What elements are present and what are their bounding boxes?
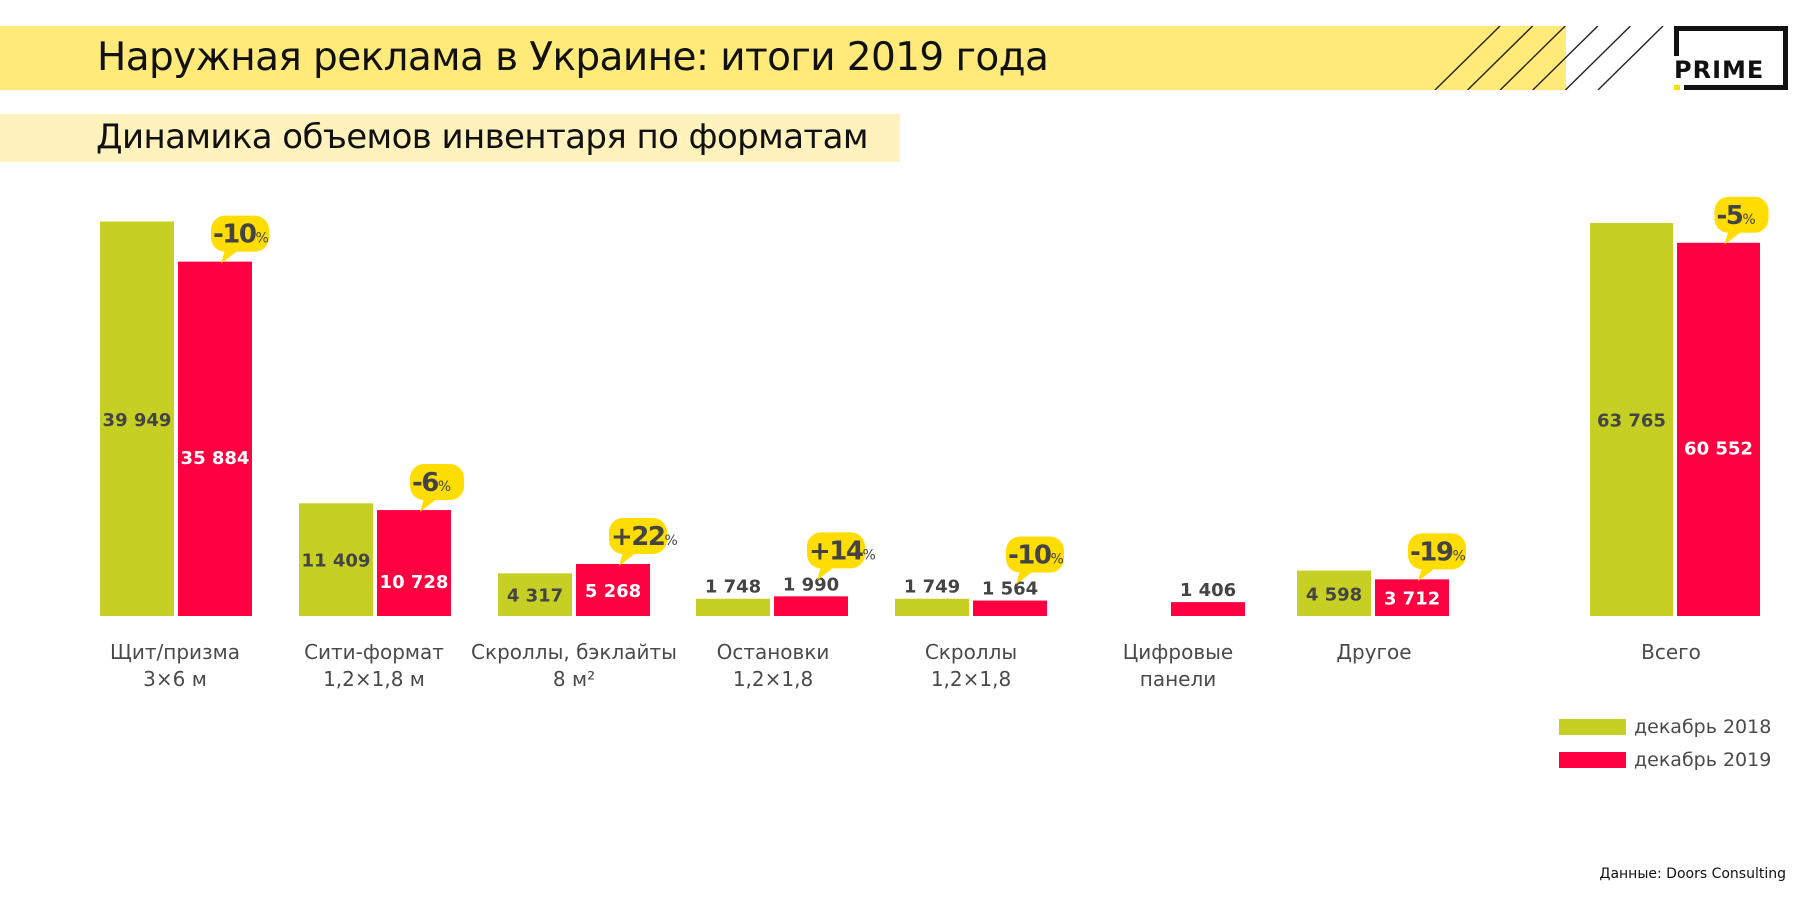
change-label: -5% bbox=[1717, 201, 1756, 231]
value-label: 4 598 bbox=[1306, 584, 1362, 605]
stripe-line bbox=[1597, 26, 1664, 90]
category-label: Остановки bbox=[717, 640, 830, 664]
bar-2019 bbox=[1375, 579, 1449, 616]
badge-tail bbox=[619, 551, 637, 566]
stripe-line bbox=[1532, 26, 1599, 90]
bar-2019 bbox=[377, 510, 451, 616]
bar-2019 bbox=[1171, 602, 1245, 616]
bar-2019 bbox=[973, 600, 1047, 616]
bar-2019 bbox=[178, 261, 252, 616]
value-label: 63 765 bbox=[1597, 411, 1666, 432]
legend-swatch-2018 bbox=[1559, 718, 1626, 735]
bar-2018 bbox=[696, 598, 770, 616]
value-label: 1 564 bbox=[982, 579, 1038, 600]
bar-2018 bbox=[1297, 570, 1371, 616]
change-badge: +14% bbox=[807, 532, 876, 581]
change-label: +22% bbox=[611, 522, 678, 552]
category-label: Скроллы, бэклайты bbox=[471, 640, 677, 664]
badge-tail bbox=[817, 566, 835, 581]
chart-subtitle: Динамика объемов инвентаря по форматам bbox=[96, 117, 869, 157]
value-label: 5 268 bbox=[585, 581, 641, 602]
change-badge: -19% bbox=[1408, 533, 1466, 582]
category-label: Сити-формат bbox=[304, 640, 444, 664]
value-label: 4 317 bbox=[507, 586, 563, 607]
bar-2018 bbox=[299, 503, 373, 616]
prime-logo: PRIME bbox=[1674, 26, 1788, 90]
badge-bubble bbox=[1006, 536, 1064, 573]
category-label: 3×6 м bbox=[143, 667, 207, 691]
badge-tail bbox=[1724, 230, 1743, 245]
decorative-stripes bbox=[1434, 26, 1664, 90]
legend-label: декабрь 2019 bbox=[1634, 748, 1772, 771]
badge-bubble bbox=[211, 215, 269, 252]
category-label: панели bbox=[1140, 667, 1217, 691]
bar-2018 bbox=[100, 221, 174, 616]
stripe-line bbox=[1467, 26, 1534, 90]
page-title: Наружная реклама в Украине: итоги 2019 г… bbox=[97, 35, 1049, 80]
logo-dot bbox=[1674, 85, 1680, 90]
bar-2019 bbox=[576, 563, 650, 616]
logo-text: PRIME bbox=[1674, 56, 1765, 84]
category-label: 8 м² bbox=[553, 667, 595, 691]
category-label: Всего bbox=[1641, 640, 1701, 664]
stripe-line bbox=[1434, 26, 1501, 90]
change-badge: -5% bbox=[1714, 196, 1769, 245]
category-label: Другое bbox=[1336, 640, 1411, 664]
change-badge: -10% bbox=[1006, 536, 1064, 585]
value-label: 1 406 bbox=[1180, 580, 1236, 601]
value-label: 60 552 bbox=[1684, 438, 1753, 459]
data-source: Данные: Doors Consulting bbox=[1599, 866, 1786, 882]
change-badge: -10% bbox=[211, 215, 269, 264]
change-label: -19% bbox=[1410, 537, 1466, 567]
legend-swatch-2019 bbox=[1559, 751, 1626, 768]
bar-2018 bbox=[1590, 223, 1673, 616]
title-band bbox=[0, 26, 1566, 90]
bar-2019 bbox=[774, 596, 848, 616]
badge-bubble bbox=[1408, 533, 1466, 570]
badge-bubble bbox=[410, 464, 464, 501]
logo-frame bbox=[1783, 26, 1788, 90]
value-label: 35 884 bbox=[181, 448, 250, 469]
category-label: Щит/призма bbox=[110, 640, 240, 664]
stripe-line bbox=[1564, 26, 1631, 90]
category-label: Скроллы bbox=[925, 640, 1017, 664]
change-label: -6% bbox=[412, 468, 451, 498]
logo-frame bbox=[1684, 85, 1788, 90]
logo-frame bbox=[1674, 26, 1788, 31]
bar-2018 bbox=[498, 573, 572, 616]
value-label: 39 949 bbox=[103, 410, 172, 431]
change-label: -10% bbox=[213, 220, 269, 250]
value-label: 1 749 bbox=[904, 577, 960, 598]
logo-frame bbox=[1674, 26, 1679, 56]
chart-legend: декабрь 2018 декабрь 2019 bbox=[1559, 710, 1771, 776]
badge-tail bbox=[1418, 567, 1436, 582]
value-label: 10 728 bbox=[380, 572, 449, 593]
badge-bubble bbox=[609, 517, 667, 554]
category-label: 1,2×1,8 bbox=[733, 667, 813, 691]
legend-item-2018: декабрь 2018 bbox=[1559, 710, 1771, 743]
value-label: 3 712 bbox=[1384, 589, 1440, 610]
bar-2018 bbox=[895, 598, 969, 616]
category-label: 1,2×1,8 bbox=[931, 667, 1011, 691]
badge-tail bbox=[221, 249, 239, 264]
stripe-line bbox=[1499, 26, 1566, 90]
change-label: -10% bbox=[1008, 541, 1064, 571]
badge-tail bbox=[1016, 570, 1034, 585]
legend-label: декабрь 2018 bbox=[1634, 715, 1772, 738]
value-label: 11 409 bbox=[302, 551, 371, 572]
change-badge: +22% bbox=[609, 517, 678, 566]
value-label: 1 748 bbox=[705, 577, 761, 598]
subtitle-band bbox=[0, 114, 900, 162]
category-label: Цифровые bbox=[1123, 640, 1233, 664]
bar-2019 bbox=[1677, 242, 1760, 616]
badge-bubble bbox=[807, 532, 865, 569]
badge-bubble bbox=[1714, 196, 1769, 233]
change-label: +14% bbox=[809, 536, 876, 566]
change-badge: -6% bbox=[410, 464, 464, 513]
value-label: 1 990 bbox=[783, 574, 839, 595]
badge-tail bbox=[420, 498, 438, 513]
legend-item-2019: декабрь 2019 bbox=[1559, 743, 1771, 776]
category-label: 1,2×1,8 м bbox=[323, 667, 425, 691]
